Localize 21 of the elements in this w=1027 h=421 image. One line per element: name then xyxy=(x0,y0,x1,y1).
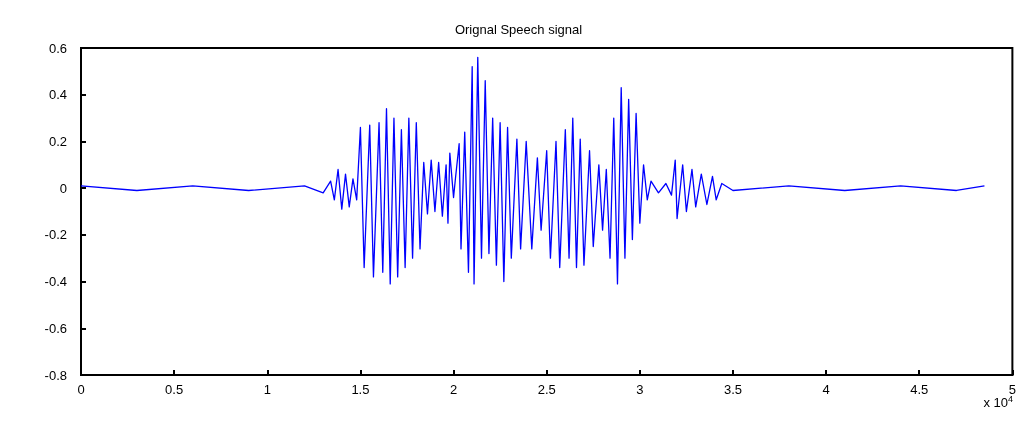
x-tick-label: 4.5 xyxy=(910,382,929,397)
y-tick-label: -0.6 xyxy=(44,320,67,336)
x-tick-label: 4 xyxy=(822,382,830,397)
line-series xyxy=(80,56,986,285)
y-tick-label: -0.8 xyxy=(44,367,67,383)
x-tick-label: 2 xyxy=(449,382,458,397)
x-tick-label: 3 xyxy=(636,382,644,397)
y-tick-label: -0.2 xyxy=(44,227,67,243)
x-tick-label: 0 xyxy=(77,382,85,397)
y-tick-label: 0.2 xyxy=(48,133,67,149)
x-tick-label: 3.5 xyxy=(723,382,743,397)
x-tick-label: 1.5 xyxy=(351,382,370,397)
x-tick-label: 0.5 xyxy=(165,382,184,397)
x-tick-label: 2.5 xyxy=(537,382,556,397)
x-tick-label: 1 xyxy=(263,382,271,397)
y-tick-label: -0.4 xyxy=(44,274,67,290)
x-tick-label: 5 xyxy=(1008,382,1016,397)
y-tick-label: 0 xyxy=(59,180,67,196)
chart-title: Orignal Speech signal xyxy=(454,22,583,37)
y-tick-label: 0.4 xyxy=(48,87,67,103)
y-tick-label: 0.6 xyxy=(48,40,67,56)
